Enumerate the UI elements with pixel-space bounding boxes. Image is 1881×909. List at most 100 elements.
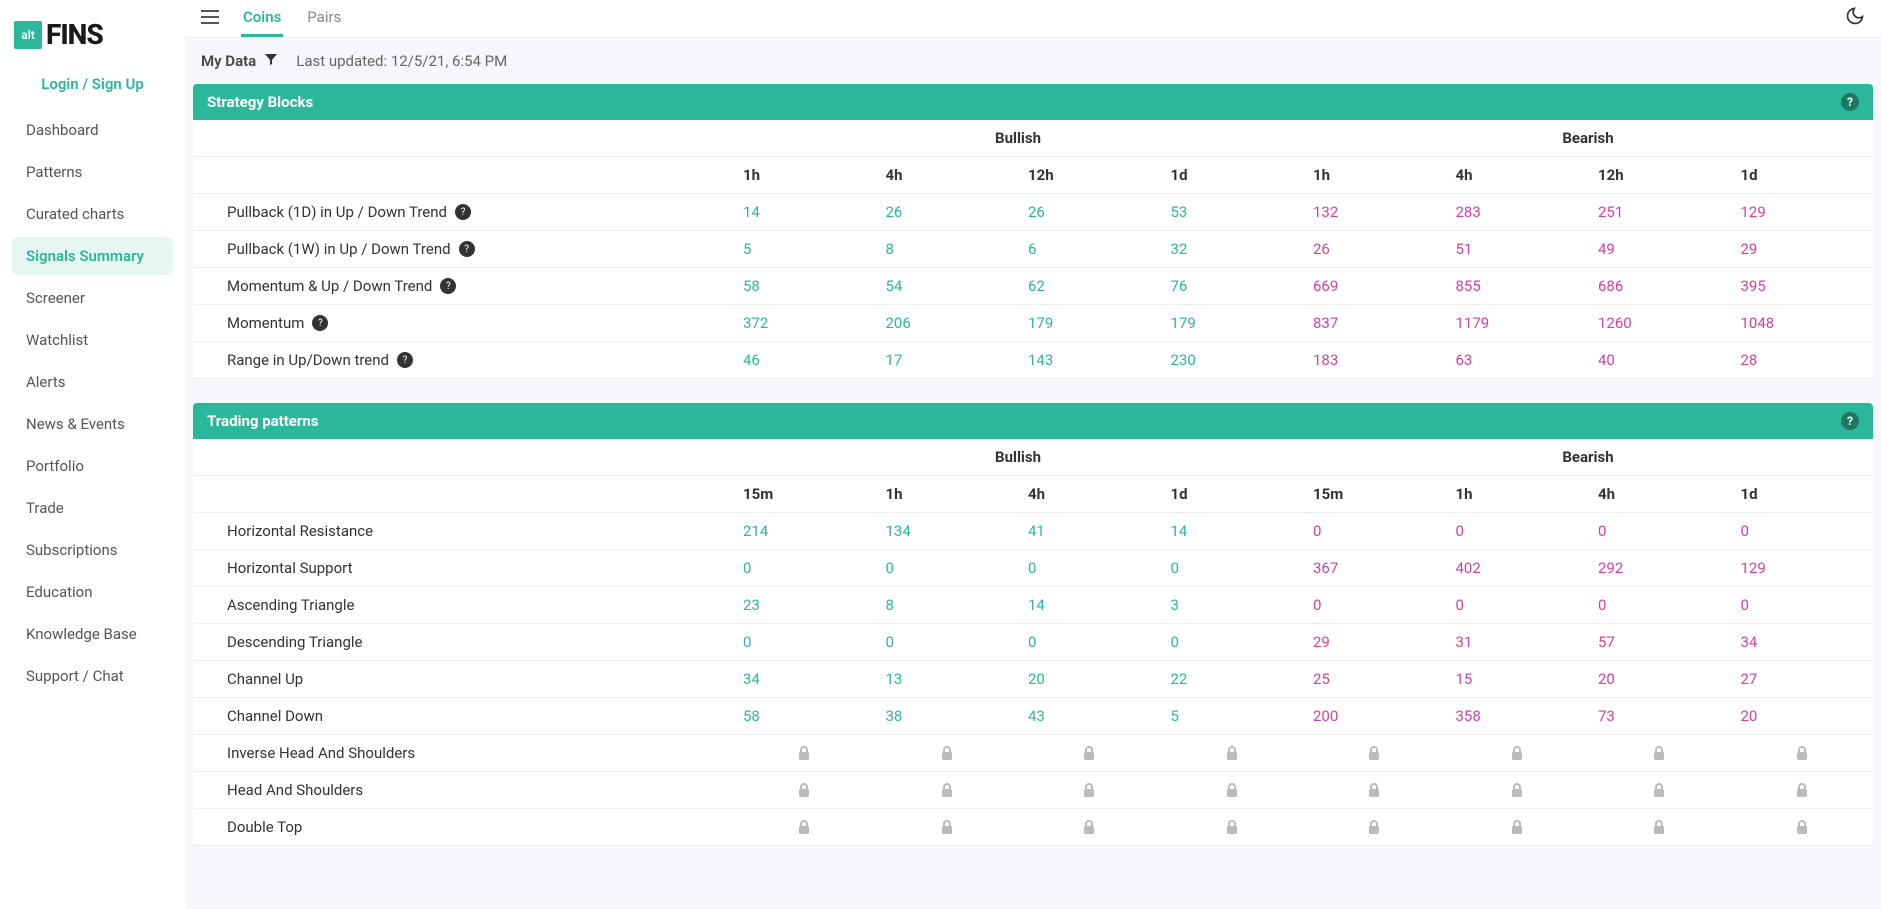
locked-cell[interactable] bbox=[1446, 735, 1589, 772]
locked-cell[interactable] bbox=[1588, 735, 1731, 772]
value-bullish[interactable]: 38 bbox=[876, 698, 1019, 735]
value-bearish[interactable]: 73 bbox=[1588, 698, 1731, 735]
value-bullish[interactable]: 43 bbox=[1018, 698, 1161, 735]
value-bullish[interactable]: 14 bbox=[1161, 513, 1304, 550]
help-icon[interactable]: ? bbox=[1841, 93, 1859, 111]
value-bearish[interactable]: 20 bbox=[1731, 698, 1874, 735]
value-bearish[interactable]: 283 bbox=[1446, 194, 1589, 231]
locked-cell[interactable] bbox=[733, 772, 876, 809]
value-bearish[interactable]: 200 bbox=[1303, 698, 1446, 735]
value-bearish[interactable]: 0 bbox=[1731, 513, 1874, 550]
sidebar-item-news-events[interactable]: News & Events bbox=[12, 405, 173, 443]
sidebar-item-curated-charts[interactable]: Curated charts bbox=[12, 195, 173, 233]
locked-cell[interactable] bbox=[876, 809, 1019, 846]
value-bullish[interactable]: 54 bbox=[876, 268, 1019, 305]
value-bullish[interactable]: 179 bbox=[1018, 305, 1161, 342]
value-bearish[interactable]: 0 bbox=[1303, 513, 1446, 550]
value-bearish[interactable]: 132 bbox=[1303, 194, 1446, 231]
value-bullish[interactable]: 76 bbox=[1161, 268, 1304, 305]
dark-mode-icon[interactable] bbox=[1845, 6, 1865, 31]
value-bearish[interactable]: 29 bbox=[1731, 231, 1874, 268]
locked-cell[interactable] bbox=[876, 772, 1019, 809]
help-icon[interactable]: ? bbox=[1841, 412, 1859, 430]
value-bearish[interactable]: 855 bbox=[1446, 268, 1589, 305]
sidebar-item-watchlist[interactable]: Watchlist bbox=[12, 321, 173, 359]
value-bearish[interactable]: 34 bbox=[1731, 624, 1874, 661]
sidebar-item-knowledge-base[interactable]: Knowledge Base bbox=[12, 615, 173, 653]
sidebar-item-dashboard[interactable]: Dashboard bbox=[12, 111, 173, 149]
value-bullish[interactable]: 0 bbox=[1161, 550, 1304, 587]
value-bearish[interactable]: 367 bbox=[1303, 550, 1446, 587]
sidebar-item-education[interactable]: Education bbox=[12, 573, 173, 611]
tab-pairs[interactable]: Pairs bbox=[305, 0, 343, 37]
locked-cell[interactable] bbox=[1446, 809, 1589, 846]
locked-cell[interactable] bbox=[1731, 809, 1874, 846]
sidebar-item-portfolio[interactable]: Portfolio bbox=[12, 447, 173, 485]
value-bullish[interactable]: 8 bbox=[876, 231, 1019, 268]
value-bearish[interactable]: 358 bbox=[1446, 698, 1589, 735]
value-bullish[interactable]: 0 bbox=[1161, 624, 1304, 661]
locked-cell[interactable] bbox=[1446, 772, 1589, 809]
locked-cell[interactable] bbox=[1303, 772, 1446, 809]
value-bullish[interactable]: 5 bbox=[733, 231, 876, 268]
value-bullish[interactable]: 22 bbox=[1161, 661, 1304, 698]
help-icon[interactable]: ? bbox=[312, 315, 328, 331]
value-bullish[interactable]: 53 bbox=[1161, 194, 1304, 231]
value-bearish[interactable]: 129 bbox=[1731, 550, 1874, 587]
value-bullish[interactable]: 0 bbox=[876, 550, 1019, 587]
locked-cell[interactable] bbox=[1018, 735, 1161, 772]
value-bullish[interactable]: 32 bbox=[1161, 231, 1304, 268]
locked-cell[interactable] bbox=[1731, 735, 1874, 772]
value-bearish[interactable]: 686 bbox=[1588, 268, 1731, 305]
value-bullish[interactable]: 13 bbox=[876, 661, 1019, 698]
value-bearish[interactable]: 25 bbox=[1303, 661, 1446, 698]
value-bearish[interactable]: 0 bbox=[1446, 513, 1589, 550]
value-bullish[interactable]: 23 bbox=[733, 587, 876, 624]
value-bullish[interactable]: 46 bbox=[733, 342, 876, 379]
value-bullish[interactable]: 206 bbox=[876, 305, 1019, 342]
sidebar-item-alerts[interactable]: Alerts bbox=[12, 363, 173, 401]
locked-cell[interactable] bbox=[1161, 772, 1304, 809]
tab-coins[interactable]: Coins bbox=[241, 0, 283, 37]
value-bearish[interactable]: 395 bbox=[1731, 268, 1874, 305]
value-bullish[interactable]: 179 bbox=[1161, 305, 1304, 342]
value-bullish[interactable]: 20 bbox=[1018, 661, 1161, 698]
locked-cell[interactable] bbox=[1731, 772, 1874, 809]
value-bearish[interactable]: 27 bbox=[1731, 661, 1874, 698]
value-bullish[interactable]: 14 bbox=[1018, 587, 1161, 624]
value-bearish[interactable]: 26 bbox=[1303, 231, 1446, 268]
value-bearish[interactable]: 0 bbox=[1588, 513, 1731, 550]
sidebar-item-patterns[interactable]: Patterns bbox=[12, 153, 173, 191]
value-bearish[interactable]: 0 bbox=[1588, 587, 1731, 624]
value-bearish[interactable]: 63 bbox=[1446, 342, 1589, 379]
value-bullish[interactable]: 214 bbox=[733, 513, 876, 550]
value-bullish[interactable]: 372 bbox=[733, 305, 876, 342]
value-bullish[interactable]: 3 bbox=[1161, 587, 1304, 624]
my-data-dropdown[interactable]: My Data bbox=[201, 52, 278, 70]
value-bearish[interactable]: 183 bbox=[1303, 342, 1446, 379]
value-bullish[interactable]: 230 bbox=[1161, 342, 1304, 379]
value-bullish[interactable]: 0 bbox=[876, 624, 1019, 661]
value-bearish[interactable]: 57 bbox=[1588, 624, 1731, 661]
locked-cell[interactable] bbox=[1161, 735, 1304, 772]
value-bearish[interactable]: 1179 bbox=[1446, 305, 1589, 342]
value-bullish[interactable]: 143 bbox=[1018, 342, 1161, 379]
value-bearish[interactable]: 20 bbox=[1588, 661, 1731, 698]
locked-cell[interactable] bbox=[1303, 809, 1446, 846]
value-bullish[interactable]: 0 bbox=[1018, 624, 1161, 661]
value-bearish[interactable]: 31 bbox=[1446, 624, 1589, 661]
value-bullish[interactable]: 26 bbox=[876, 194, 1019, 231]
sidebar-item-signals-summary[interactable]: Signals Summary bbox=[12, 237, 173, 275]
locked-cell[interactable] bbox=[1161, 809, 1304, 846]
value-bearish[interactable]: 292 bbox=[1588, 550, 1731, 587]
value-bullish[interactable]: 0 bbox=[733, 550, 876, 587]
locked-cell[interactable] bbox=[1588, 772, 1731, 809]
value-bearish[interactable]: 40 bbox=[1588, 342, 1731, 379]
value-bearish[interactable]: 51 bbox=[1446, 231, 1589, 268]
value-bullish[interactable]: 58 bbox=[733, 268, 876, 305]
locked-cell[interactable] bbox=[733, 809, 876, 846]
locked-cell[interactable] bbox=[876, 735, 1019, 772]
value-bullish[interactable]: 34 bbox=[733, 661, 876, 698]
locked-cell[interactable] bbox=[1303, 735, 1446, 772]
sidebar-item-support-chat[interactable]: Support / Chat bbox=[12, 657, 173, 695]
